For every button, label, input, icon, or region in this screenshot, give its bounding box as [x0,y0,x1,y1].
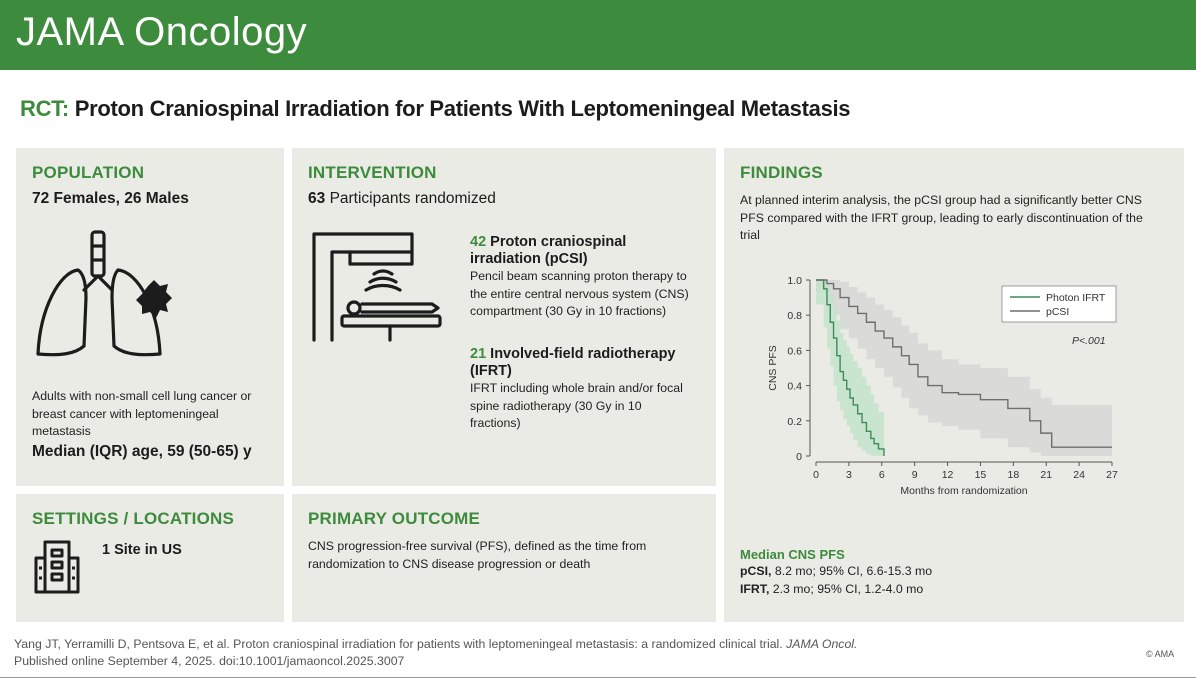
x-tick-label: 27 [1106,469,1118,481]
bottom-rule [0,677,1196,678]
radiotherapy-machine-icon [312,232,442,342]
ifrt-label: IFRT, [740,582,770,596]
pcsi-label: pCSI, [740,564,772,578]
randomized-text: Participants randomized [329,190,496,207]
citation-line2: Published online September 4, 2025. doi:… [14,654,405,668]
y-tick-label: 0.4 [787,381,802,393]
building-icon [34,540,80,594]
y-tick-label: 0.8 [787,310,802,322]
pcsi-median: pCSI, 8.2 mo; 95% CI, 6.6-15.3 mo [740,563,932,581]
km-chart: 0 0.2 0.4 0.6 0.8 1.0 0 3 6 9 12 15 18 21 24 27 Months f… [767,275,1118,497]
legend-label: Photon IFRT [1046,292,1106,304]
arm2-description: IFRT including whole brain and/or focal … [470,381,683,430]
population-age: Median (IQR) age, 59 (50-65) y [32,443,252,460]
km-line-photon-ifrt [816,279,885,456]
population-panel: POPULATION 72 Females, 26 Males Adults w… [16,148,284,486]
y-axis-label: CNS PFS [767,345,779,391]
x-tick-label: 6 [879,469,885,481]
x-tick-label: 15 [975,469,987,481]
x-tick-label: 18 [1007,469,1019,481]
x-axis-label: Months from randomization [900,485,1027,497]
arm2-title: 21 Involved-field radiotherapy (IFRT) [470,346,705,380]
y-tick-label: 1.0 [787,275,802,287]
outcome-panel: PRIMARY OUTCOME CNS progression-free sur… [292,494,716,622]
arm2-name: Involved-field radiotherapy (IFRT) [470,346,676,379]
citation-text: Yang JT, Yerramilli D, Pentsova E, et al… [14,637,783,651]
randomized-line: 63 Participants randomized [308,190,496,208]
arm1-count: 42 [470,234,487,250]
p-value: P<.001 [1072,335,1106,347]
y-tick-label: 0 [796,451,802,463]
citation-line1: Yang JT, Yerramilli D, Pentsova E, et al… [14,636,857,653]
population-heading: POPULATION [32,163,145,182]
median-heading: Median CNS PFS [740,547,845,562]
x-tick-label: 9 [912,469,918,481]
arm1-name: Proton craniospinal irradiation (pCSI) [470,234,627,267]
settings-panel: SETTINGS / LOCATIONS 1 Site in US [16,494,284,622]
settings-sites: 1 Site in US [102,542,182,558]
copyright: © AMA [1146,649,1175,659]
y-tick-label: 0.2 [787,416,802,428]
ifrt-median: IFRT, 2.3 mo; 95% CI, 1.2-4.0 mo [740,581,923,599]
findings-text: At planned interim analysis, the pCSI gr… [740,193,1143,242]
header-bar: JAMA Oncology [0,0,1196,70]
x-tick-label: 24 [1073,469,1085,481]
page-title: RCT: Proton Craniospinal Irradiation for… [20,96,851,122]
findings-panel: FINDINGS At planned interim analysis, th… [724,148,1184,622]
title-prefix: RCT: [20,96,69,121]
citation-journal: JAMA Oncol. [786,637,858,651]
y-tick-label: 0.6 [787,345,802,357]
outcome-heading: PRIMARY OUTCOME [308,509,481,528]
x-tick-label: 21 [1040,469,1052,481]
arm2-count: 21 [470,346,487,362]
title-text: Proton Craniospinal Irradiation for Pati… [74,96,851,121]
arm1-description: Pencil beam scanning proton therapy to t… [470,269,689,318]
settings-heading: SETTINGS / LOCATIONS [32,509,235,528]
ci-band-pcsi [816,280,1112,456]
arm1-title: 42 Proton craniospinal irradiation (pCSI… [470,234,670,268]
lungs-icon [36,230,172,357]
x-tick-label: 12 [942,469,954,481]
randomized-count: 63 [308,190,326,207]
legend-label: pCSI [1046,306,1069,318]
outcome-text: CNS progression-free survival (PFS), def… [308,539,647,571]
km-line-pcsi [816,279,1112,448]
x-tick-label: 3 [846,469,852,481]
intervention-heading: INTERVENTION [308,163,437,182]
citation: Yang JT, Yerramilli D, Pentsova E, et al… [14,636,857,670]
population-sex: 72 Females, 26 Males [32,190,189,207]
population-description: Adults with non-small cell lung cancer o… [32,389,252,438]
legend-box [1001,285,1117,323]
pcsi-value: 8.2 mo; 95% CI, 6.6-15.3 mo [774,564,933,578]
x-tick-label: 0 [813,469,819,481]
ifrt-value: 2.3 mo; 95% CI, 1.2-4.0 mo [772,582,924,596]
journal-title: JAMA Oncology [16,10,308,54]
intervention-panel: INTERVENTION 63 Participants randomized … [292,148,716,486]
tumor-shape [136,280,172,318]
findings-heading: FINDINGS [740,163,823,182]
